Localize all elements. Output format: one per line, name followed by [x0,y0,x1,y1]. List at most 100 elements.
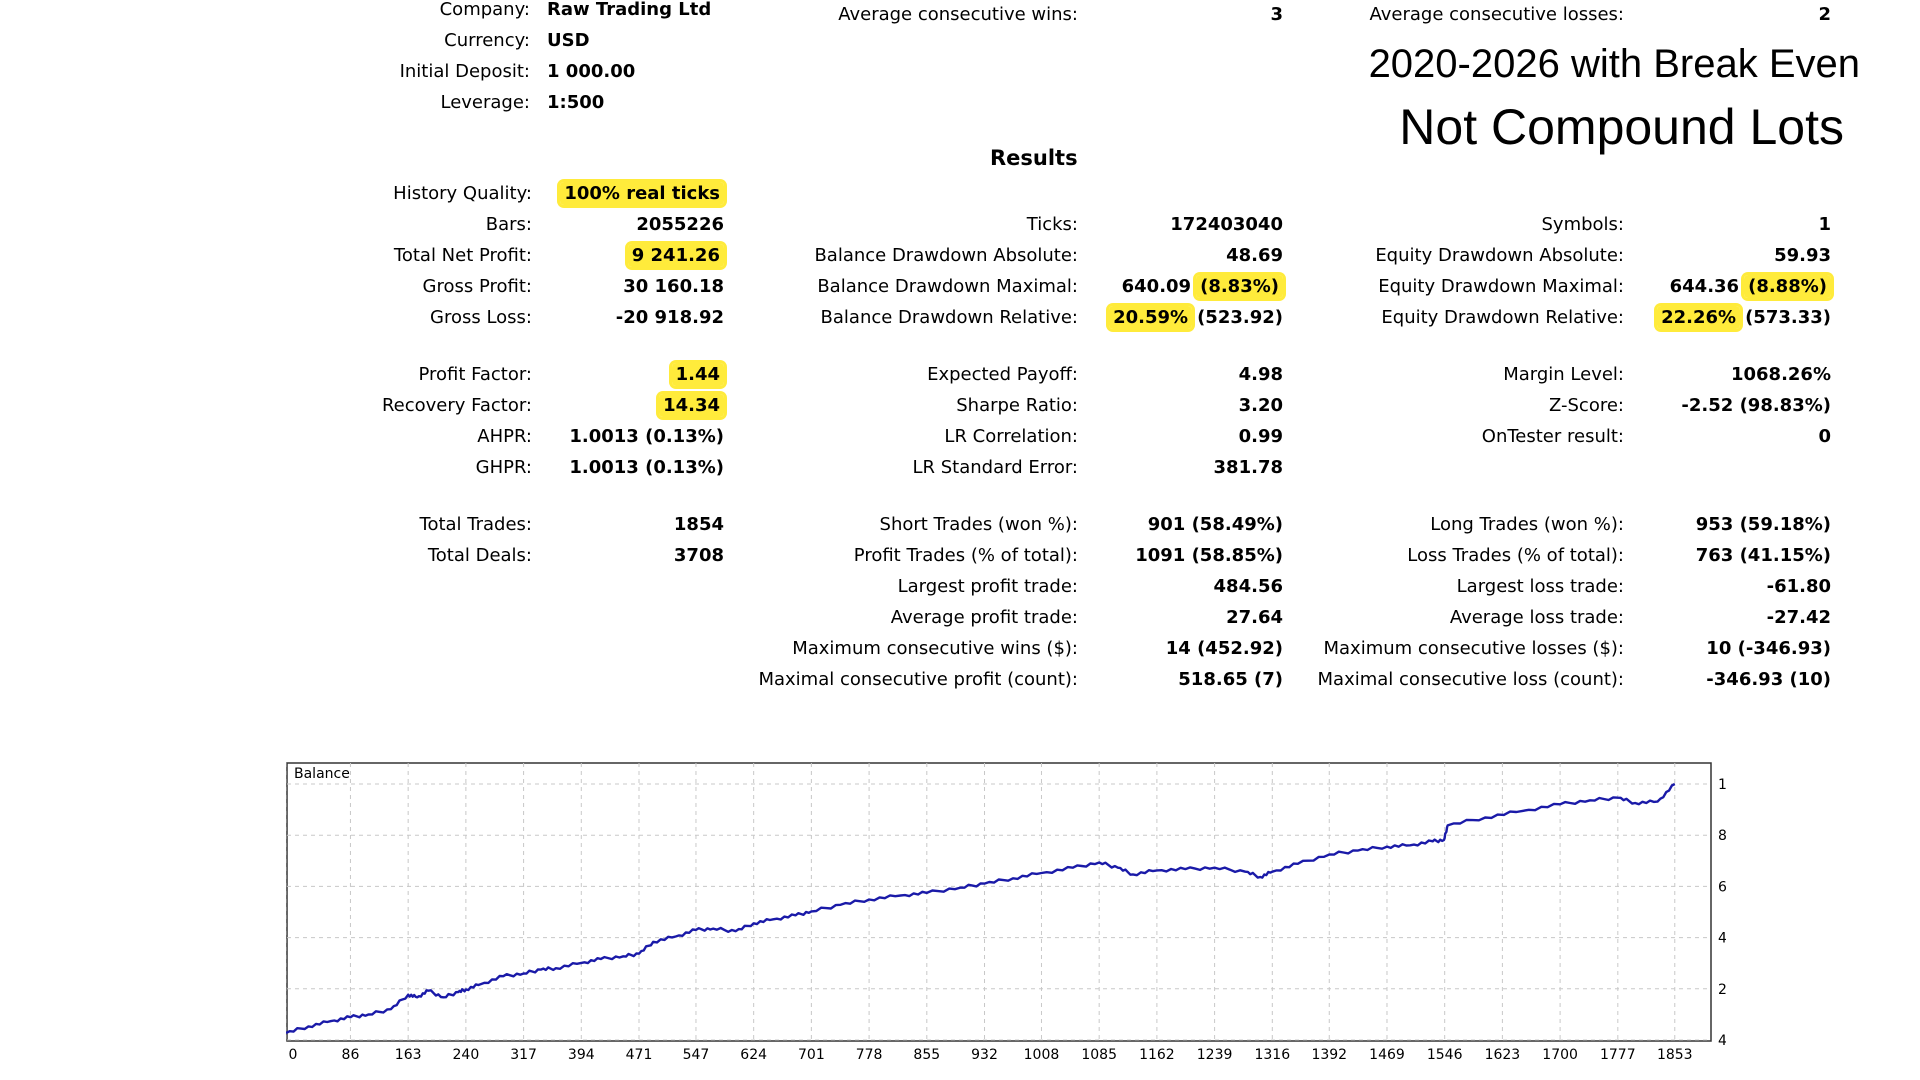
result-label: Bars: [485,214,532,235]
chart-y-tick-label: 486 [1718,1033,1726,1049]
chart-x-tick-label: 1469 [1369,1047,1405,1063]
result-value-text: 4.98 [1238,364,1283,385]
result-label: Recovery Factor: [381,395,532,416]
caption-subtitle: Not Compound Lots [1399,99,1844,155]
account-row: Leverage: 1:500 [230,88,1130,118]
result-value-text: 1.44 [671,363,724,386]
result-value: 30 160.18 [623,272,724,302]
result-value-text: 0.99 [1238,426,1283,447]
result-value: 0.99 [1239,422,1283,452]
result-value: 3.20 [1239,391,1283,421]
result-value-text: 763 (41.15%) [1695,545,1831,566]
result-value: 59.93 [1774,241,1831,271]
result-value: 22.26% (573.33) [1657,303,1831,333]
result-value-text: 484.56 [1213,576,1283,597]
result-value-text: 1.0013 (0.13%) [569,426,724,447]
result-value-text: 1854 [673,514,724,535]
result-value: 4.98 [1239,360,1283,390]
result-value-text: 1091 (58.85%) [1135,545,1283,566]
result-value-text: -27.42 [1766,607,1831,628]
result-value: 14.34 [659,391,724,421]
chart-x-tick-label: 1316 [1254,1047,1290,1063]
result-label: Gross Profit: [422,276,532,297]
result-value: 518.65 (7) [1178,665,1283,695]
result-value: 763 (41.15%) [1696,541,1831,571]
result-label: Balance Drawdown Maximal: [817,276,1078,297]
result-value-secondary: (523.92) [1197,307,1283,328]
result-value: 1854 [674,510,724,540]
account-label: Currency: [444,30,530,51]
chart-grid [286,763,1710,1041]
result-value: 9 241.26 [627,241,724,271]
result-label: Balance Drawdown Relative: [820,307,1078,328]
result-value: 172403040 [1170,210,1283,240]
result-label: LR Correlation: [944,426,1078,447]
chart-x-tick-label: 1392 [1311,1047,1347,1063]
result-value-text: 14.34 [659,394,724,417]
result-value-text: 518.65 (7) [1178,669,1283,690]
result-value-main: 22.26% [1657,306,1741,329]
chart-plot-area [286,762,1712,1042]
chart-x-tick-label: 471 [626,1047,653,1063]
result-value-text: 100% real ticks [560,182,724,205]
balance-chart-svg: Balance 0 86 163 240 317 394 471 547 624 701 778 855… [286,762,1726,1063]
result-value-text: 1.0013 (0.13%) [569,457,724,478]
result-label: Ticks: [1026,214,1078,235]
result-value: 10 (-346.93) [1706,634,1831,664]
result-label: LR Standard Error: [912,457,1079,478]
result-label: Largest profit trade: [897,576,1078,597]
result-value: 2 [1818,0,1831,30]
chart-x-tick-label: 317 [510,1047,537,1063]
result-value-text: -61.80 [1766,576,1831,597]
chart-x-tick-label: 547 [683,1047,710,1063]
result-value-text: 1 [1818,214,1831,235]
chart-x-tick-label: 1008 [1024,1047,1060,1063]
result-value-text: 30 160.18 [623,276,724,297]
account-label: Company: [439,0,530,20]
result-value: 0 [1818,422,1831,452]
result-value: -27.42 [1767,603,1831,633]
chart-x-tick-label: 0 [289,1047,298,1063]
result-label: GHPR: [475,457,532,478]
result-value: 3708 [674,541,724,571]
result-value-text: -346.93 (10) [1706,669,1831,690]
account-row: Company: Raw Trading Ltd [230,0,1130,25]
result-value-text: 953 (59.18%) [1695,514,1831,535]
result-label: Total Deals: [427,545,532,566]
result-value-text: 9 241.26 [627,244,724,267]
chart-y-tick-label: 8231 [1718,828,1726,844]
result-label: Maximum consecutive wins ($): [792,638,1078,659]
result-value: 901 (58.49%) [1148,510,1283,540]
chart-title: Balance [294,766,350,782]
result-value-text: 3708 [673,545,724,566]
chart-y-tick-label: 4358 [1718,931,1726,947]
result-value-text: 381.78 [1213,457,1283,478]
chart-x-tick-label: 1239 [1197,1047,1233,1063]
result-label: Short Trades (won %): [879,514,1078,535]
result-value: 20.59% (523.92) [1109,303,1283,333]
result-label: Average consecutive losses: [1369,4,1624,25]
result-value: -2.52 (98.83%) [1681,391,1831,421]
result-label: Equity Drawdown Absolute: [1375,245,1624,266]
chart-x-tick-label: 1853 [1657,1047,1693,1063]
result-value-secondary: (8.88%) [1744,275,1831,298]
result-label: Largest loss trade: [1456,576,1624,597]
result-label: Maximum consecutive losses ($): [1323,638,1625,659]
chart-x-tick-label: 778 [856,1047,883,1063]
result-value-text: 59.93 [1774,245,1831,266]
result-value: 484.56 [1214,572,1283,602]
chart-x-tick-label: 394 [568,1047,595,1063]
result-label: Equity Drawdown Maximal: [1378,276,1624,297]
result-value-text: 901 (58.49%) [1147,514,1283,535]
result-value-text: 2 [1818,4,1831,25]
balance-line [286,782,1676,1035]
result-value: 2055226 [636,210,724,240]
result-value: 1.0013 (0.13%) [569,453,724,483]
result-value-text: 172403040 [1170,214,1283,235]
result-value: 640.09 (8.83%) [1122,272,1283,302]
result-value-text: 1068.26% [1730,364,1831,385]
chart-x-tick-label: 240 [453,1047,480,1063]
result-value: 381.78 [1214,453,1283,483]
result-label: Margin Level: [1503,364,1624,385]
result-label: Average loss trade: [1449,607,1624,628]
